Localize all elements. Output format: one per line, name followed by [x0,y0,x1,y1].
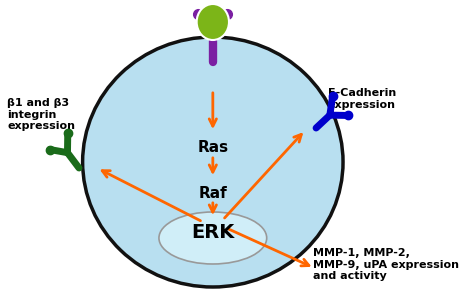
Circle shape [197,4,229,40]
Text: E-Cadherin
expression: E-Cadherin expression [328,88,396,110]
Text: β1 and β3
integrin
expression: β1 and β3 integrin expression [7,98,75,131]
Text: MMP-1, MMP-2,
MMP-9, uPA expression
and activity: MMP-1, MMP-2, MMP-9, uPA expression and … [312,248,458,281]
Text: Ras: Ras [197,140,228,156]
Ellipse shape [159,212,267,264]
Text: Raf: Raf [199,187,227,201]
Text: ERK: ERK [191,223,235,242]
Ellipse shape [82,37,343,287]
